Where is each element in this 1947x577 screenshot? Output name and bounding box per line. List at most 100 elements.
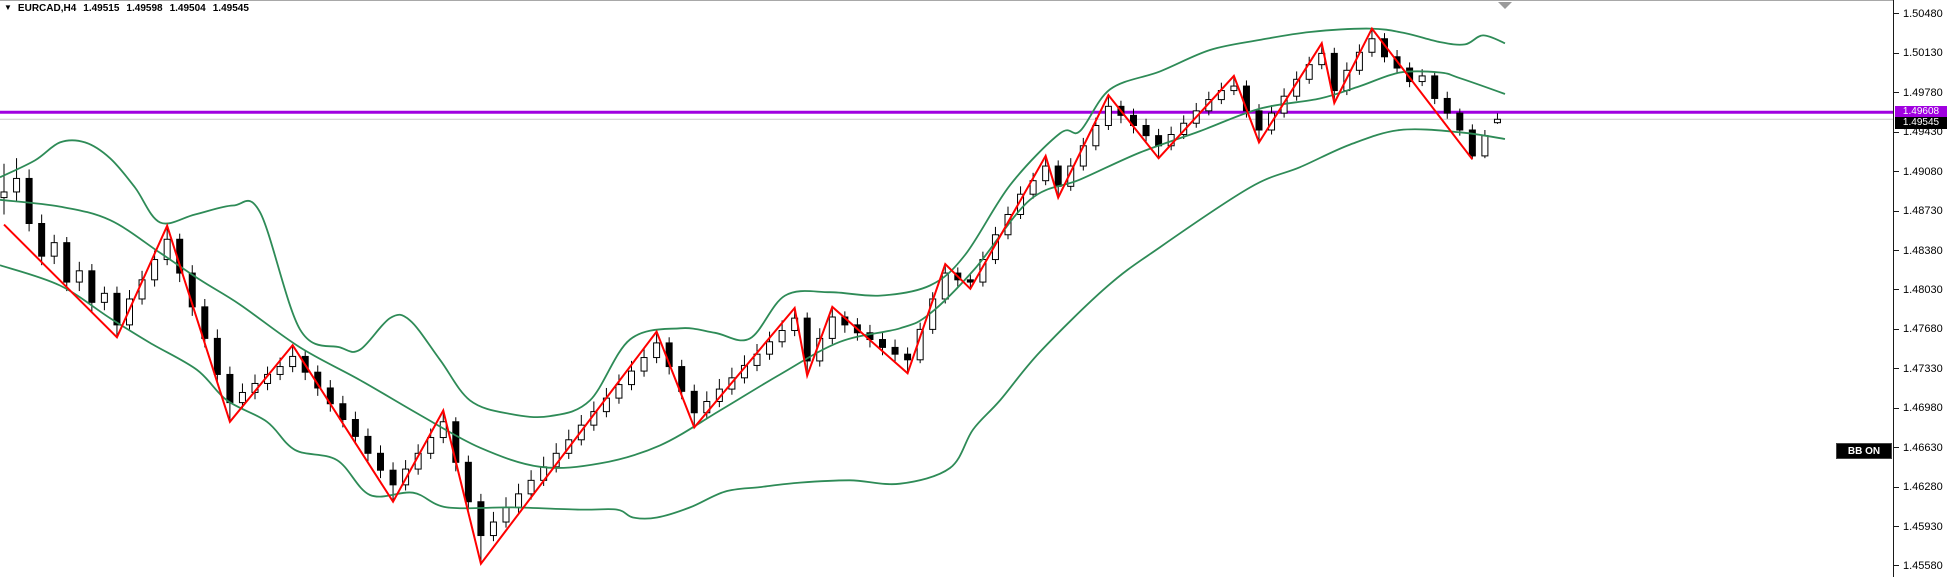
bollinger-middle-band <box>0 70 1506 469</box>
candle <box>50 234 58 265</box>
candle <box>678 359 686 400</box>
axis-tick-label: 1.48730 <box>1903 205 1943 218</box>
axis-tick-mark <box>1894 486 1899 488</box>
chart-shift-marker-icon[interactable] <box>1498 2 1512 9</box>
candle <box>803 312 811 376</box>
axis-tick-label: 1.49080 <box>1903 165 1943 178</box>
candle <box>778 320 786 348</box>
candle <box>891 339 899 363</box>
candle <box>1431 71 1439 105</box>
candle <box>828 306 836 345</box>
candle <box>364 428 372 462</box>
candle <box>866 324 874 348</box>
candle <box>640 347 648 377</box>
axis-tick-label: 1.48380 <box>1903 244 1943 257</box>
axis-tick-mark <box>1894 171 1899 173</box>
quote-header: ▼ EURCAD,H4 1.49515 1.49598 1.49504 1.49… <box>4 2 256 14</box>
axis-tick-label: 1.47680 <box>1903 323 1943 336</box>
candle <box>841 311 849 333</box>
axis-tick-mark <box>1894 13 1899 15</box>
axis-tick-mark <box>1894 289 1899 291</box>
bb-toggle-button[interactable]: BB ON <box>1836 443 1892 459</box>
candle <box>1155 128 1163 159</box>
candle <box>75 261 83 292</box>
candle <box>1493 113 1501 124</box>
candle <box>653 331 661 364</box>
candle <box>201 298 209 348</box>
axis-tick-label: 1.46980 <box>1903 402 1943 415</box>
axis-tick-mark <box>1894 250 1899 252</box>
axis-tick-label: 1.45580 <box>1903 559 1943 572</box>
candle <box>251 374 259 400</box>
candle <box>1230 75 1238 96</box>
axis-tick-mark <box>1894 368 1899 370</box>
candle <box>88 264 96 313</box>
axis-tick-mark <box>1894 131 1899 133</box>
axis-tick-label: 1.50130 <box>1903 47 1943 60</box>
candle <box>1042 155 1050 186</box>
quote-high: 1.49598 <box>126 2 163 14</box>
candle <box>100 286 108 311</box>
candle <box>502 497 510 528</box>
candle <box>477 493 485 564</box>
axis-tick-mark <box>1894 526 1899 528</box>
hline-price-tag: 1.49608 <box>1895 106 1947 119</box>
zigzag-line <box>3 26 1474 566</box>
candle <box>351 411 359 445</box>
axis-tick-label: 1.46280 <box>1903 481 1943 494</box>
window-top-border <box>0 0 1947 1</box>
candle <box>289 345 297 373</box>
bollinger-lower-band <box>0 128 1506 520</box>
candle <box>1104 95 1112 130</box>
axis-tick-mark <box>1894 407 1899 409</box>
axis-tick-label: 1.45930 <box>1903 520 1943 533</box>
axis-tick-label: 1.50480 <box>1903 7 1943 20</box>
candle <box>1468 124 1476 160</box>
axis-tick-label: 1.46630 <box>1903 441 1943 454</box>
candle <box>602 387 610 418</box>
candle <box>25 169 33 232</box>
price-axis[interactable]: 1.50480 1.50130 1.49780 1.49430 1.49080 1.487… <box>1893 0 1947 577</box>
candle <box>1456 108 1464 136</box>
candle <box>753 344 761 372</box>
candle <box>966 274 974 289</box>
candle <box>63 237 71 292</box>
quote-open: 1.49515 <box>83 2 120 14</box>
candle <box>489 511 497 542</box>
axis-tick-label: 1.49780 <box>1903 86 1943 99</box>
candle <box>213 329 221 384</box>
candle <box>1142 118 1150 144</box>
candle <box>1255 104 1263 143</box>
candle <box>1368 28 1376 57</box>
current-price-tag: 1.49545 <box>1895 117 1947 130</box>
candle <box>615 374 623 404</box>
candle <box>527 470 535 500</box>
symbol-dropdown-icon[interactable]: ▼ <box>4 3 12 12</box>
quote-low: 1.49504 <box>169 2 206 14</box>
bollinger-upper-band <box>0 27 1506 419</box>
candle <box>238 383 246 409</box>
candle <box>0 163 8 215</box>
candle <box>151 250 159 287</box>
symbol-timeframe-label: EURCAD,H4 <box>17 2 77 14</box>
axis-tick-label: 1.47330 <box>1903 362 1943 375</box>
axis-tick-mark <box>1894 52 1899 54</box>
candle <box>715 378 723 408</box>
quote-close: 1.49545 <box>212 2 249 14</box>
axis-tick-mark <box>1894 92 1899 94</box>
candle <box>1481 129 1489 159</box>
axis-tick-mark <box>1894 565 1899 567</box>
axis-tick-mark <box>1894 447 1899 449</box>
candle <box>113 286 121 338</box>
candle <box>1092 117 1100 151</box>
candle <box>13 158 21 201</box>
candle <box>38 214 46 266</box>
candle <box>904 347 912 374</box>
axis-tick-mark <box>1894 210 1899 212</box>
axis-tick-mark <box>1894 328 1899 330</box>
candle <box>464 455 472 510</box>
candle <box>690 384 698 428</box>
candle <box>1443 91 1451 119</box>
